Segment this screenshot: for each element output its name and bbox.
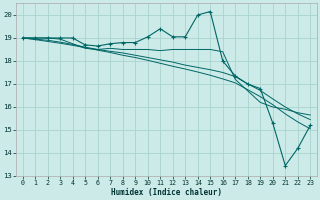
X-axis label: Humidex (Indice chaleur): Humidex (Indice chaleur) (111, 188, 222, 197)
